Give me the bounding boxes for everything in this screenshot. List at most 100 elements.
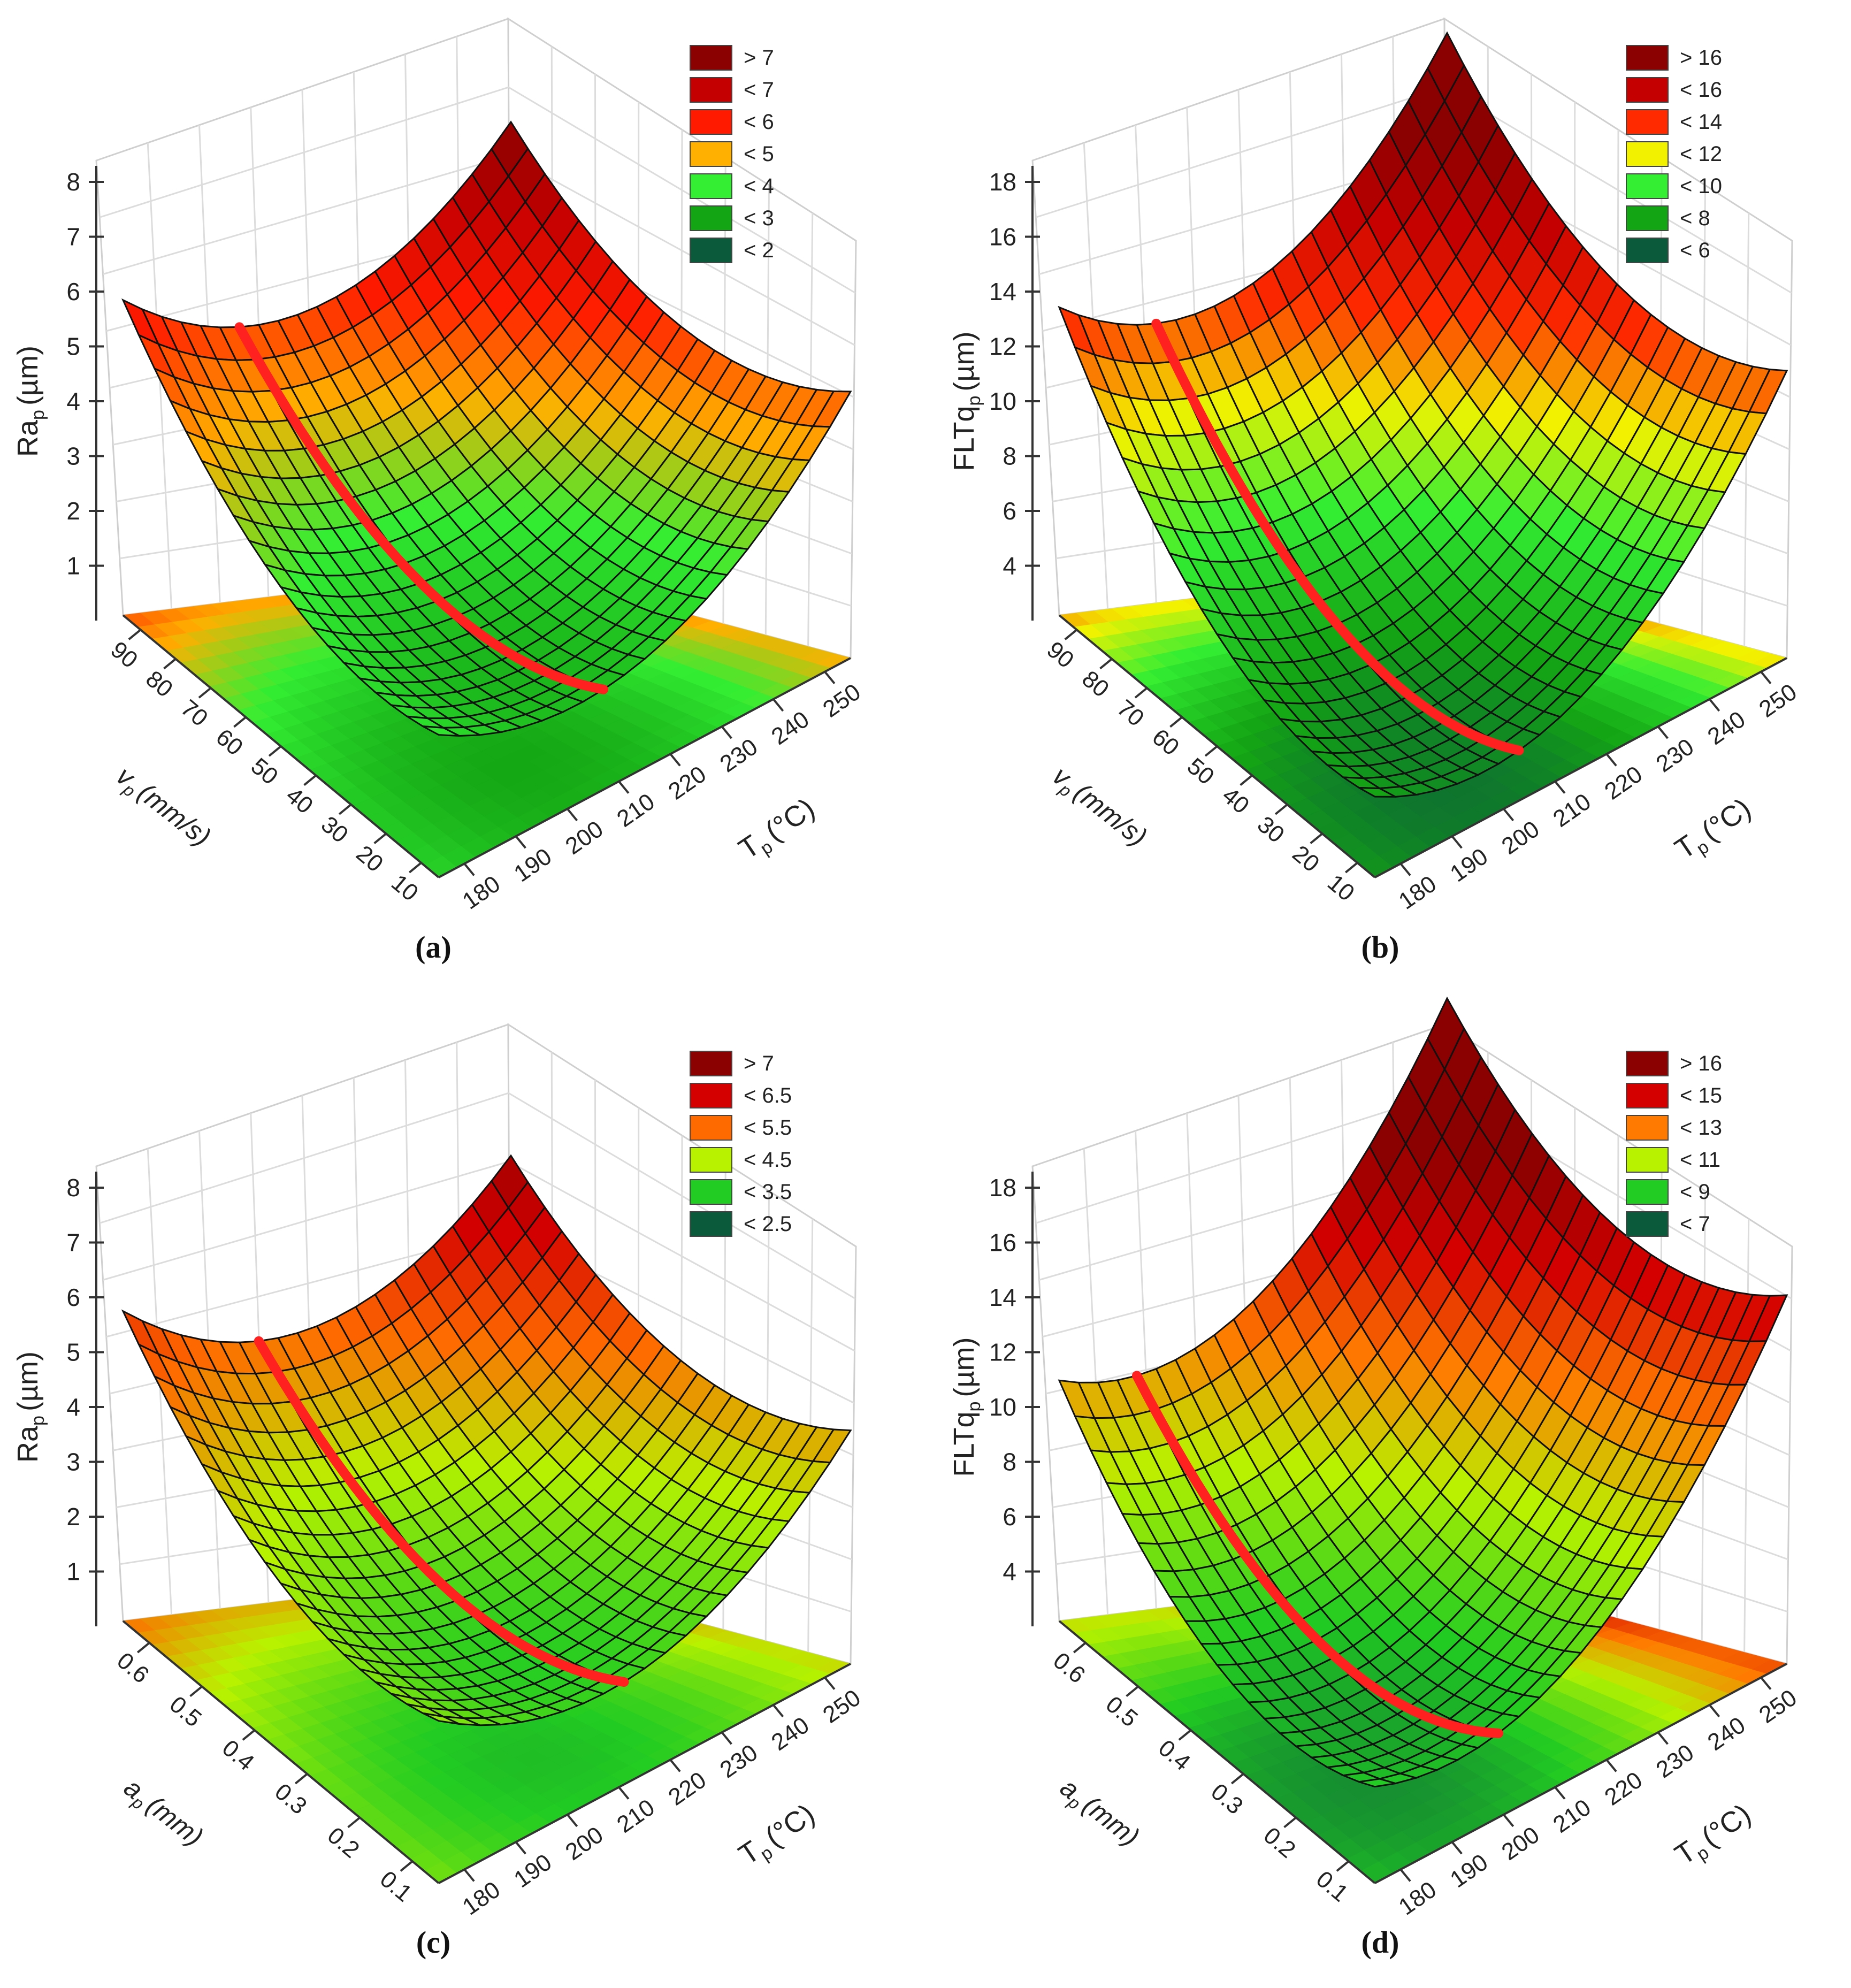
right-tick-label: 250 <box>1754 679 1801 723</box>
left-tick-mark <box>1204 745 1218 757</box>
legend-swatch <box>690 205 732 231</box>
left-tick-mark <box>1240 774 1253 786</box>
right-axis-title: Tp(°C) <box>733 792 823 869</box>
right-tick-mark <box>567 808 578 822</box>
z-tick-label: 10 <box>989 387 1016 415</box>
legend-swatch <box>690 1115 732 1141</box>
legend-swatch <box>1626 45 1669 71</box>
surface-cell <box>1358 787 1396 798</box>
right-tick-label: 180 <box>1394 870 1441 914</box>
left-tick-label: 90 <box>106 637 143 674</box>
z-tick-label: 4 <box>1003 1558 1016 1586</box>
z-tick-label: 14 <box>989 1283 1016 1311</box>
left-tick-label: 0.1 <box>1311 1866 1353 1907</box>
z-axis: 1 2 3 4 5 6 7 8 Rap(µm) <box>12 1172 104 1626</box>
legend-swatch <box>1626 173 1669 199</box>
right-tick-mark <box>1399 863 1411 876</box>
legend-swatch <box>1626 1211 1669 1237</box>
z-axis: 1 2 3 4 5 6 7 8 Rap(µm) <box>12 166 104 621</box>
right-tick-mark <box>1399 1869 1411 1882</box>
right-tick-label: 200 <box>1497 816 1544 860</box>
surface-mesh <box>121 1154 852 1726</box>
right-tick-label: 180 <box>458 870 505 914</box>
z-tick-label: 1 <box>66 1558 80 1586</box>
legend-label: < 2.5 <box>744 1212 792 1236</box>
right-tick-label: 250 <box>818 1685 865 1729</box>
legend-swatch <box>690 173 732 199</box>
legend-label: > 7 <box>744 1052 774 1075</box>
right-tick-mark <box>1657 1731 1669 1745</box>
legend-label: < 6 <box>1680 239 1710 262</box>
right-tick-label: 230 <box>715 1739 762 1783</box>
right-tick-mark <box>669 753 681 767</box>
left-tick-label: 0.6 <box>1048 1647 1090 1688</box>
left-tick-mark <box>1134 687 1148 699</box>
surface-mesh <box>1058 31 1788 798</box>
legend-label: < 6.5 <box>744 1084 792 1107</box>
left-tick-label: 0.4 <box>217 1735 259 1776</box>
legend: > 7 < 7 < 6 < 5 < 4 < 3 < 2 <box>690 45 774 263</box>
left-tick-label: 0.3 <box>270 1778 311 1819</box>
right-tick-mark <box>824 671 836 684</box>
optimum-curve <box>234 322 608 694</box>
z-tick-label: 2 <box>66 1503 80 1531</box>
legend-label: < 4 <box>744 174 774 198</box>
right-tick-mark <box>1503 808 1515 822</box>
left-tick-mark <box>128 629 142 640</box>
left-tick-label: 0.5 <box>165 1691 206 1732</box>
legend: > 16 < 16 < 14 < 12 < 10 < 8 < 6 <box>1626 45 1722 263</box>
chart-panel-d: 4 6 8 10 12 14 16 18 FLTqp(µm) 0.6 0.50.4 0.3 0.20.1… <box>948 996 1802 1960</box>
left-tick-label: 0.1 <box>375 1866 417 1907</box>
legend-swatch <box>690 1083 732 1108</box>
z-tick-label: 5 <box>66 333 80 361</box>
right-axis-line <box>1374 657 1787 878</box>
right-tick-label: 240 <box>767 706 814 750</box>
left-tick-mark <box>233 716 247 728</box>
right-tick-mark <box>1503 1814 1515 1828</box>
legend-swatch <box>690 109 732 135</box>
wall-grid-line <box>99 86 856 294</box>
right-tick-label: 210 <box>1548 1794 1595 1838</box>
left-tick-label: 20 <box>1287 840 1324 877</box>
legend-swatch <box>1626 205 1669 231</box>
legend-swatch <box>690 141 732 167</box>
right-tick-label: 200 <box>1497 1822 1544 1865</box>
left-tick-mark <box>400 1860 414 1872</box>
legend-label: > 16 <box>1680 1052 1722 1075</box>
right-tick-mark <box>1554 781 1566 794</box>
z-tick-label: 8 <box>1003 1448 1016 1476</box>
right-tick-mark <box>618 781 630 794</box>
left-tick-label: 40 <box>1217 782 1254 819</box>
z-axis-title: FLTqp(µm) <box>948 1337 984 1477</box>
legend-label: < 2 <box>744 239 774 262</box>
right-tick-label: 180 <box>458 1876 505 1920</box>
left-tick-mark <box>1310 832 1323 844</box>
z-tick-label: 16 <box>989 1229 1016 1257</box>
right-tick-mark <box>1760 671 1772 684</box>
right-tick-label: 210 <box>1548 789 1595 832</box>
right-tick-mark <box>772 698 784 712</box>
z-tick-label: 12 <box>989 333 1016 361</box>
legend-label: < 10 <box>1680 174 1722 198</box>
right-tick-label: 190 <box>1445 1849 1493 1893</box>
legend-label: < 9 <box>1680 1180 1710 1204</box>
left-tick-mark <box>1344 862 1358 874</box>
right-tick-label: 180 <box>1394 1876 1441 1920</box>
left-tick-label: 50 <box>246 753 283 790</box>
right-tick-label: 230 <box>1651 733 1699 777</box>
right-tick-label: 190 <box>509 843 556 887</box>
z-tick-label: 7 <box>66 223 80 251</box>
chart-panel-c: 1 2 3 4 5 6 7 8 Rap(µm) 0.6 0.5 0.4 0.3 0.2 0.1 ap(mm) 1… <box>12 1023 866 1960</box>
legend-label: < 3.5 <box>744 1180 792 1204</box>
left-tick-label: 70 <box>176 695 213 732</box>
left-tick-mark <box>303 774 317 786</box>
left-tick-mark <box>1230 1773 1244 1785</box>
right-tick-mark <box>772 1704 784 1718</box>
z-tick-label: 6 <box>1003 497 1016 525</box>
right-tick-label: 210 <box>612 1794 659 1838</box>
legend-swatch <box>690 238 732 263</box>
z-tick-label: 3 <box>66 442 80 470</box>
left-axis-title: vp(mm/s) <box>109 761 217 855</box>
